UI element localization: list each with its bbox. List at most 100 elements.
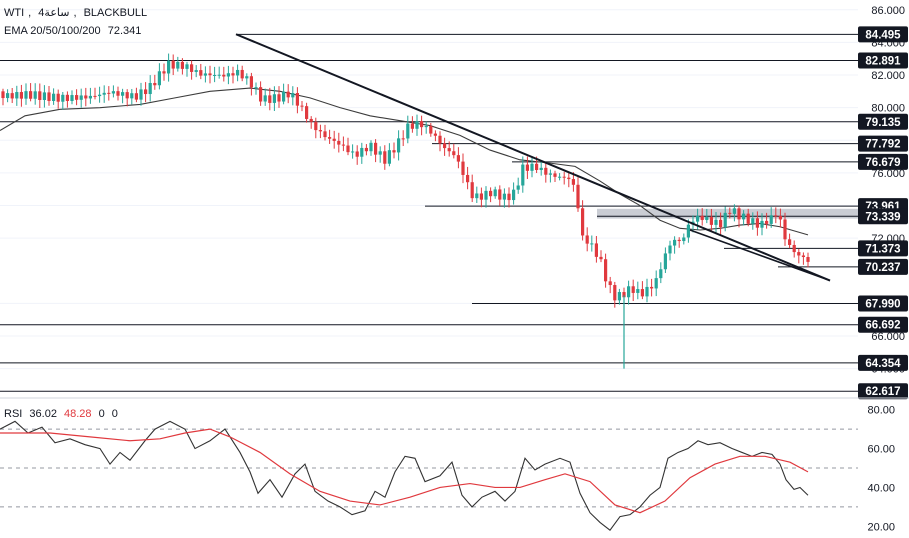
candle-body	[162, 71, 166, 74]
candle-body	[507, 193, 511, 201]
candle-body	[387, 150, 391, 164]
candle-body	[286, 91, 290, 98]
resistance-zone-layer	[597, 208, 858, 219]
candle-body	[213, 74, 217, 76]
candle-body	[631, 286, 635, 293]
level-label: 67.990	[865, 299, 900, 311]
candle-body	[797, 252, 801, 256]
candle-body	[10, 93, 14, 99]
candle-body	[263, 95, 267, 102]
candle-body	[544, 167, 548, 175]
level-label: 70.237	[865, 262, 900, 274]
candle-body	[148, 82, 152, 95]
candle-body	[134, 93, 138, 100]
broker-name: BLACKBULL	[83, 7, 148, 19]
candle-body	[351, 151, 355, 153]
candle-body	[88, 95, 92, 99]
candle-body	[65, 94, 69, 101]
candle-body	[673, 239, 677, 246]
candle-body	[346, 145, 350, 153]
level-label: 71.373	[865, 243, 900, 255]
candle-body	[723, 212, 727, 228]
candle-body	[203, 73, 207, 76]
candle-body	[24, 91, 28, 99]
candle-body	[392, 150, 396, 153]
candle-body	[332, 138, 336, 141]
candle-body	[558, 176, 562, 178]
candle-body	[728, 212, 732, 214]
candle-body	[645, 286, 649, 297]
candle-body	[79, 95, 83, 100]
candle-body	[185, 64, 189, 69]
candle-body	[732, 208, 736, 214]
candle-body	[93, 95, 97, 97]
level-label: 79.135	[865, 117, 901, 129]
candle-body	[282, 91, 286, 102]
candle-body	[696, 215, 700, 222]
price-tick-label: 86.000	[871, 5, 905, 17]
candle-body	[590, 243, 594, 245]
candle-body	[622, 292, 626, 298]
candle-body	[659, 269, 663, 279]
ema-legend[interactable]: EMA 20/50/100/200 72.341	[4, 24, 145, 38]
candle-body	[410, 123, 414, 129]
candle-body	[475, 193, 479, 199]
candle-body	[576, 184, 580, 209]
candle-body	[447, 148, 451, 152]
rsi-extra-1: 0	[98, 408, 105, 420]
candle-body	[654, 278, 658, 289]
candle-body	[383, 151, 387, 164]
candle-body	[663, 253, 667, 270]
rsi-lines	[0, 420, 809, 532]
candle-body	[438, 135, 442, 144]
symbol-name[interactable]: WTI	[4, 7, 25, 19]
candle-body	[599, 256, 603, 260]
horizontal-levels	[0, 33, 858, 392]
candle-body	[424, 126, 428, 128]
candle-body	[755, 218, 759, 228]
level-label: 73.339	[865, 211, 900, 223]
candle-body	[452, 151, 456, 156]
candle-body	[535, 163, 539, 171]
candle-body	[98, 94, 102, 97]
ema-value: 72.341	[107, 25, 142, 37]
price-tick-label: 66.000	[871, 331, 905, 343]
candle-body	[15, 92, 19, 99]
candle-body	[516, 185, 520, 190]
candle-body	[176, 61, 180, 69]
candle-body	[806, 257, 810, 262]
rsi-line	[0, 420, 809, 532]
level-label-box	[858, 295, 908, 312]
candle-body	[236, 69, 240, 76]
candle-body	[530, 163, 534, 171]
candle-body	[539, 167, 543, 171]
candle-body	[75, 95, 79, 100]
candle-body	[199, 70, 203, 76]
candle-body	[461, 161, 465, 175]
candle-body	[157, 71, 161, 86]
candle-body	[222, 74, 226, 77]
candle-body	[130, 93, 134, 99]
candle-body	[38, 91, 42, 100]
level-label-box	[858, 135, 908, 152]
rsi-tick-label: 40.00	[867, 482, 895, 494]
rsi-label: RSI	[4, 408, 23, 420]
rsi-guides	[0, 428, 858, 508]
level-label-box	[858, 258, 908, 275]
candle-body	[84, 95, 88, 99]
candle-body	[429, 126, 433, 134]
candle-body	[314, 121, 318, 131]
level-label-box	[858, 316, 908, 333]
candle-body	[466, 174, 470, 183]
candle-body	[217, 74, 221, 76]
candle-body	[180, 61, 184, 69]
level-label-box	[858, 383, 908, 400]
candle-body	[121, 92, 125, 96]
interval-label[interactable]: 4ساعة	[38, 7, 70, 19]
candle-body	[783, 219, 787, 240]
candle-body	[341, 144, 345, 146]
candle-body	[171, 60, 175, 69]
rsi-legend[interactable]: RSI 36.02 48.28 0 0	[4, 407, 122, 421]
candle-body	[378, 151, 382, 155]
